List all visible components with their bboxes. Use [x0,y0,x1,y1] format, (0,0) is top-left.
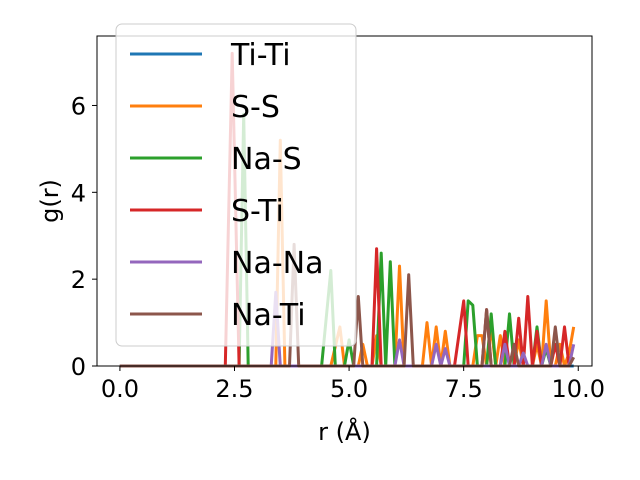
legend-entry: Na-S [231,142,302,177]
legend-entry: S-S [231,90,280,125]
y-tick-label: 4 [71,179,86,207]
x-tick-label: 7.5 [445,375,483,403]
y-axis-label: g(r) [36,179,64,223]
legend-entry: Na-Ti [231,298,306,333]
legend-entry: Na-Na [231,246,323,281]
legend: Ti-Ti S-S Na-S S-Ti Na-Na Na-Ti [115,23,357,347]
x-tick-label: 10.0 [552,375,605,403]
y-tick-label: 0 [71,353,86,381]
x-axis-label: r (Å) [318,417,371,446]
legend-entry: S-Ti [231,194,284,229]
x-tick-label: 2.5 [215,375,253,403]
x-tick-label: 0.0 [101,375,139,403]
y-tick-label: 2 [71,266,86,294]
legend-entry: Ti-Ti [230,38,291,73]
x-tick-label: 5.0 [330,375,368,403]
ticks-layer: 0.0 2.5 5.0 7.5 10.0 0 2 4 6 [71,92,605,403]
y-tick-label: 6 [71,92,86,120]
